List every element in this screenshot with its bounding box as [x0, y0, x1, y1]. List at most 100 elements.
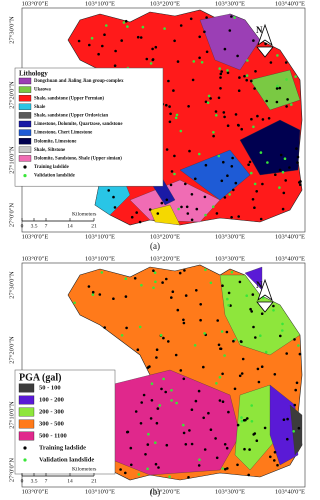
landslide-point — [259, 217, 263, 221]
legend-label: Validation landslide — [39, 456, 94, 463]
landslide-point — [204, 163, 208, 167]
landslide-point — [221, 467, 224, 470]
landslide-point — [203, 448, 207, 451]
landslide-point — [242, 419, 246, 422]
landslide-point — [221, 372, 224, 376]
landslide-point — [254, 336, 257, 339]
top-coordinate-label: 103°40'0"E — [275, 255, 305, 262]
landslide-point — [97, 52, 100, 56]
landslide-point — [232, 339, 235, 343]
landslide-point — [285, 352, 289, 355]
landslide-point — [184, 182, 187, 186]
landslide-point — [195, 289, 198, 292]
scale-label: 7 — [45, 223, 48, 229]
landslide-point — [228, 29, 232, 32]
landslide-point — [238, 374, 242, 378]
landslide-point — [239, 340, 243, 343]
landslide-point — [284, 61, 288, 64]
landslide-point — [105, 24, 108, 27]
landslide-point — [219, 72, 223, 76]
landslide-point — [204, 100, 208, 104]
landslide-point — [209, 281, 213, 285]
landslide-point — [190, 218, 194, 222]
legend-label: 500 - 1100 — [39, 432, 67, 439]
landslide-point — [279, 153, 283, 157]
landslide-point — [189, 17, 193, 21]
legend-label: Training ladslide — [34, 165, 69, 170]
landslide-point — [259, 334, 262, 337]
landslide-point — [220, 179, 224, 183]
landslide-point — [257, 380, 261, 384]
landslide-point — [217, 154, 221, 158]
top-coordinate-label: 103°10'0"E — [85, 0, 115, 7]
legend-label: Dolomite, Sandstone, Shale (Upper simian… — [34, 156, 122, 161]
landslide-point — [179, 129, 183, 133]
landslide-point — [165, 103, 168, 107]
landslide-point — [202, 365, 205, 369]
landslide-point — [200, 61, 204, 64]
landslide-point — [254, 70, 257, 73]
landslide-point — [264, 350, 268, 354]
landslide-point — [250, 171, 253, 175]
map-panel: 103°0'0"E 103°10'0"E 103°20'0"E 103°30'0"E 1… — [8, 0, 306, 251]
landslide-point — [220, 70, 223, 73]
legend-swatch — [18, 86, 32, 93]
landslide-point — [126, 25, 129, 28]
landslide-point — [274, 173, 277, 176]
legend-marker — [23, 174, 27, 178]
map-region — [179, 149, 251, 201]
landslide-point — [260, 312, 264, 315]
landslide-point — [272, 309, 275, 312]
legend-label: 200 - 300 — [39, 408, 64, 415]
legend-label: 300 - 500 — [39, 420, 64, 427]
landslide-point — [147, 432, 150, 436]
landslide-point — [126, 430, 130, 434]
legend-marker — [23, 446, 27, 450]
landslide-point — [232, 188, 235, 192]
landslide-point — [160, 387, 163, 391]
landslide-point — [140, 401, 143, 404]
landslide-point — [273, 450, 277, 454]
landslide-point — [238, 280, 242, 284]
landslide-point — [180, 205, 183, 209]
bottom-coordinate-label: 103°40'0"E — [275, 488, 305, 495]
landslide-point — [223, 115, 226, 119]
landslide-point — [216, 319, 219, 322]
landslide-point — [245, 74, 249, 77]
panel-caption: (b) — [150, 487, 161, 497]
north-arrow-base — [256, 301, 274, 313]
landslide-point — [267, 117, 271, 120]
landslide-point — [172, 89, 175, 92]
landslide-point — [217, 96, 221, 100]
landslide-point — [226, 174, 229, 177]
bottom-coordinate-label: 103°10'0"E — [85, 233, 115, 240]
landslide-point — [228, 193, 231, 196]
landslide-point — [215, 114, 218, 117]
landslide-point — [165, 277, 168, 281]
landslide-point — [250, 420, 254, 423]
landslide-point — [130, 463, 133, 467]
landslide-point — [221, 400, 225, 403]
landslide-point — [91, 290, 95, 294]
landslide-point — [297, 344, 300, 347]
landslide-point — [261, 118, 265, 121]
landslide-point — [136, 35, 140, 39]
landslide-point — [212, 134, 215, 138]
landslide-point — [285, 78, 288, 81]
landslide-point — [151, 47, 154, 51]
landslide-point — [299, 183, 302, 187]
landslide-point — [148, 365, 151, 368]
north-arrow-head — [257, 278, 273, 302]
left-coordinate-label: 27°20'0"N — [8, 336, 15, 364]
landslide-point — [269, 61, 273, 64]
landslide-point — [286, 98, 289, 101]
landslide-point — [245, 78, 248, 82]
north-label: N — [256, 25, 263, 35]
landslide-point — [179, 369, 183, 372]
landslide-point — [124, 471, 127, 475]
landslide-point — [91, 293, 95, 296]
landslide-point — [222, 111, 226, 114]
legend-swatch — [18, 95, 32, 102]
legend-swatch — [18, 383, 35, 393]
landslide-point — [298, 352, 302, 356]
